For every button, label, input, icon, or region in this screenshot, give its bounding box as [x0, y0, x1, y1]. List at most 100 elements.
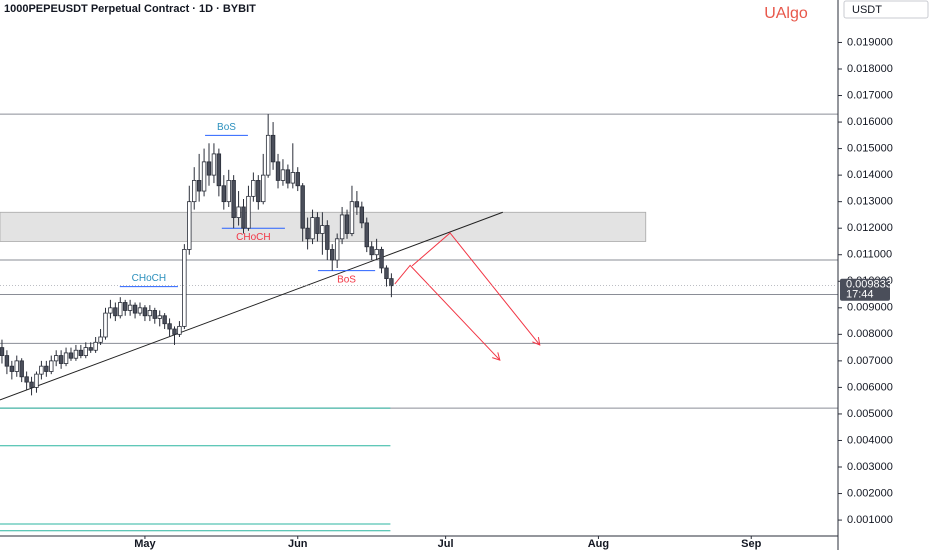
y-tick-label: 0.017000	[847, 89, 893, 101]
y-tick-label: 0.009000	[847, 302, 893, 314]
candle-body	[118, 302, 123, 317]
candle-body	[49, 360, 54, 372]
last-price-label: 0.009833	[846, 279, 892, 291]
candle-body	[379, 249, 384, 269]
structure-label: CHoCH	[132, 273, 166, 284]
candle-body	[265, 134, 271, 176]
y-tick-label: 0.019000	[847, 36, 893, 48]
candle-body	[53, 355, 59, 362]
candle-body	[334, 238, 340, 261]
candle-body	[68, 352, 74, 359]
candle-body	[300, 185, 305, 229]
candle-body	[127, 304, 133, 311]
x-tick-label: Sep	[741, 538, 761, 550]
candle-body	[295, 172, 300, 187]
y-tick-label: 0.012000	[847, 222, 893, 234]
candle-body	[24, 376, 29, 383]
y-tick-label: 0.007000	[847, 355, 893, 367]
candle-body	[359, 206, 365, 224]
y-tick-label: 0.015000	[847, 143, 893, 155]
y-tick-label: 0.014000	[847, 169, 893, 181]
candle-body	[364, 222, 369, 248]
candle-body	[221, 185, 226, 203]
candle-body	[103, 312, 108, 338]
candle-body	[280, 169, 286, 181]
y-tick-label: 0.006000	[847, 381, 893, 393]
candle-body	[44, 365, 49, 372]
candle-body	[162, 315, 167, 325]
candle-body	[93, 341, 98, 351]
candle-body	[325, 225, 330, 250]
candle-body	[88, 347, 93, 351]
currency-box[interactable]	[843, 0, 929, 19]
candle-body	[123, 302, 128, 311]
candle-body	[246, 195, 251, 229]
candle-body	[34, 373, 39, 388]
candle-body	[142, 307, 148, 317]
candle-body	[58, 355, 64, 364]
candle-body	[83, 347, 88, 356]
chart-title: 1000PEPEUSDT Perpetual Contract · 1D · B…	[4, 3, 256, 15]
y-tick-label: 0.004000	[847, 434, 893, 446]
candle-body	[29, 381, 34, 388]
candle-body	[157, 315, 162, 319]
candle-body	[231, 180, 236, 218]
y-tick-label: 0.011000	[847, 249, 892, 261]
candle-body	[270, 134, 276, 163]
candle-body	[0, 347, 5, 356]
candle-body	[389, 278, 394, 287]
candle-body	[147, 310, 153, 317]
projection-arrowhead	[532, 336, 541, 346]
candle-body	[182, 249, 187, 327]
x-tick-label: Jul	[438, 538, 454, 550]
candle-body	[216, 153, 222, 187]
candle-body	[256, 180, 261, 203]
candle-body	[187, 201, 192, 250]
candle-body	[211, 153, 217, 176]
candle-body	[78, 349, 84, 356]
projection-path	[394, 264, 501, 361]
candle-body	[251, 180, 256, 197]
candle-body	[196, 180, 202, 192]
structure-label: CHoCH	[236, 232, 270, 243]
candle-body	[98, 336, 103, 343]
candle-body	[285, 169, 291, 184]
structure-label: BoS	[337, 274, 356, 285]
candle-body	[374, 249, 379, 256]
candle-body	[349, 201, 355, 234]
candle-body	[354, 201, 360, 208]
candle-body	[384, 267, 389, 280]
plot-area: BoS CHoCH CHoCH BoS	[0, 113, 838, 532]
candle-body	[113, 307, 118, 317]
candle-body	[14, 360, 19, 372]
candle-body	[310, 217, 315, 240]
candle-body	[241, 206, 246, 229]
candle-body	[177, 325, 182, 335]
candle-body	[137, 307, 143, 314]
candle-body	[305, 227, 310, 240]
candle-body	[201, 161, 207, 192]
projection-arrowhead	[492, 352, 501, 361]
candle-body	[339, 214, 345, 240]
candle-body	[152, 310, 157, 319]
y-tick-label: 0.008000	[847, 328, 893, 340]
candle-body	[63, 352, 69, 364]
y-tick-label: 0.016000	[847, 116, 893, 128]
candle-body	[226, 180, 231, 203]
currency-label: USDT	[852, 4, 882, 16]
candle-body	[39, 365, 44, 375]
candle-body	[275, 161, 281, 181]
candle-body	[236, 206, 241, 218]
trendline	[0, 211, 503, 401]
candle-body	[369, 246, 374, 256]
structure-label: BoS	[217, 122, 236, 133]
candle-body	[172, 328, 177, 335]
x-tick-label: Jun	[288, 538, 308, 550]
y-tick-label: 0.013000	[847, 196, 893, 208]
x-tick-label: Aug	[588, 538, 609, 550]
watermark: UAlgo	[764, 5, 808, 22]
candle-body	[290, 172, 296, 184]
projection-path	[411, 232, 541, 346]
